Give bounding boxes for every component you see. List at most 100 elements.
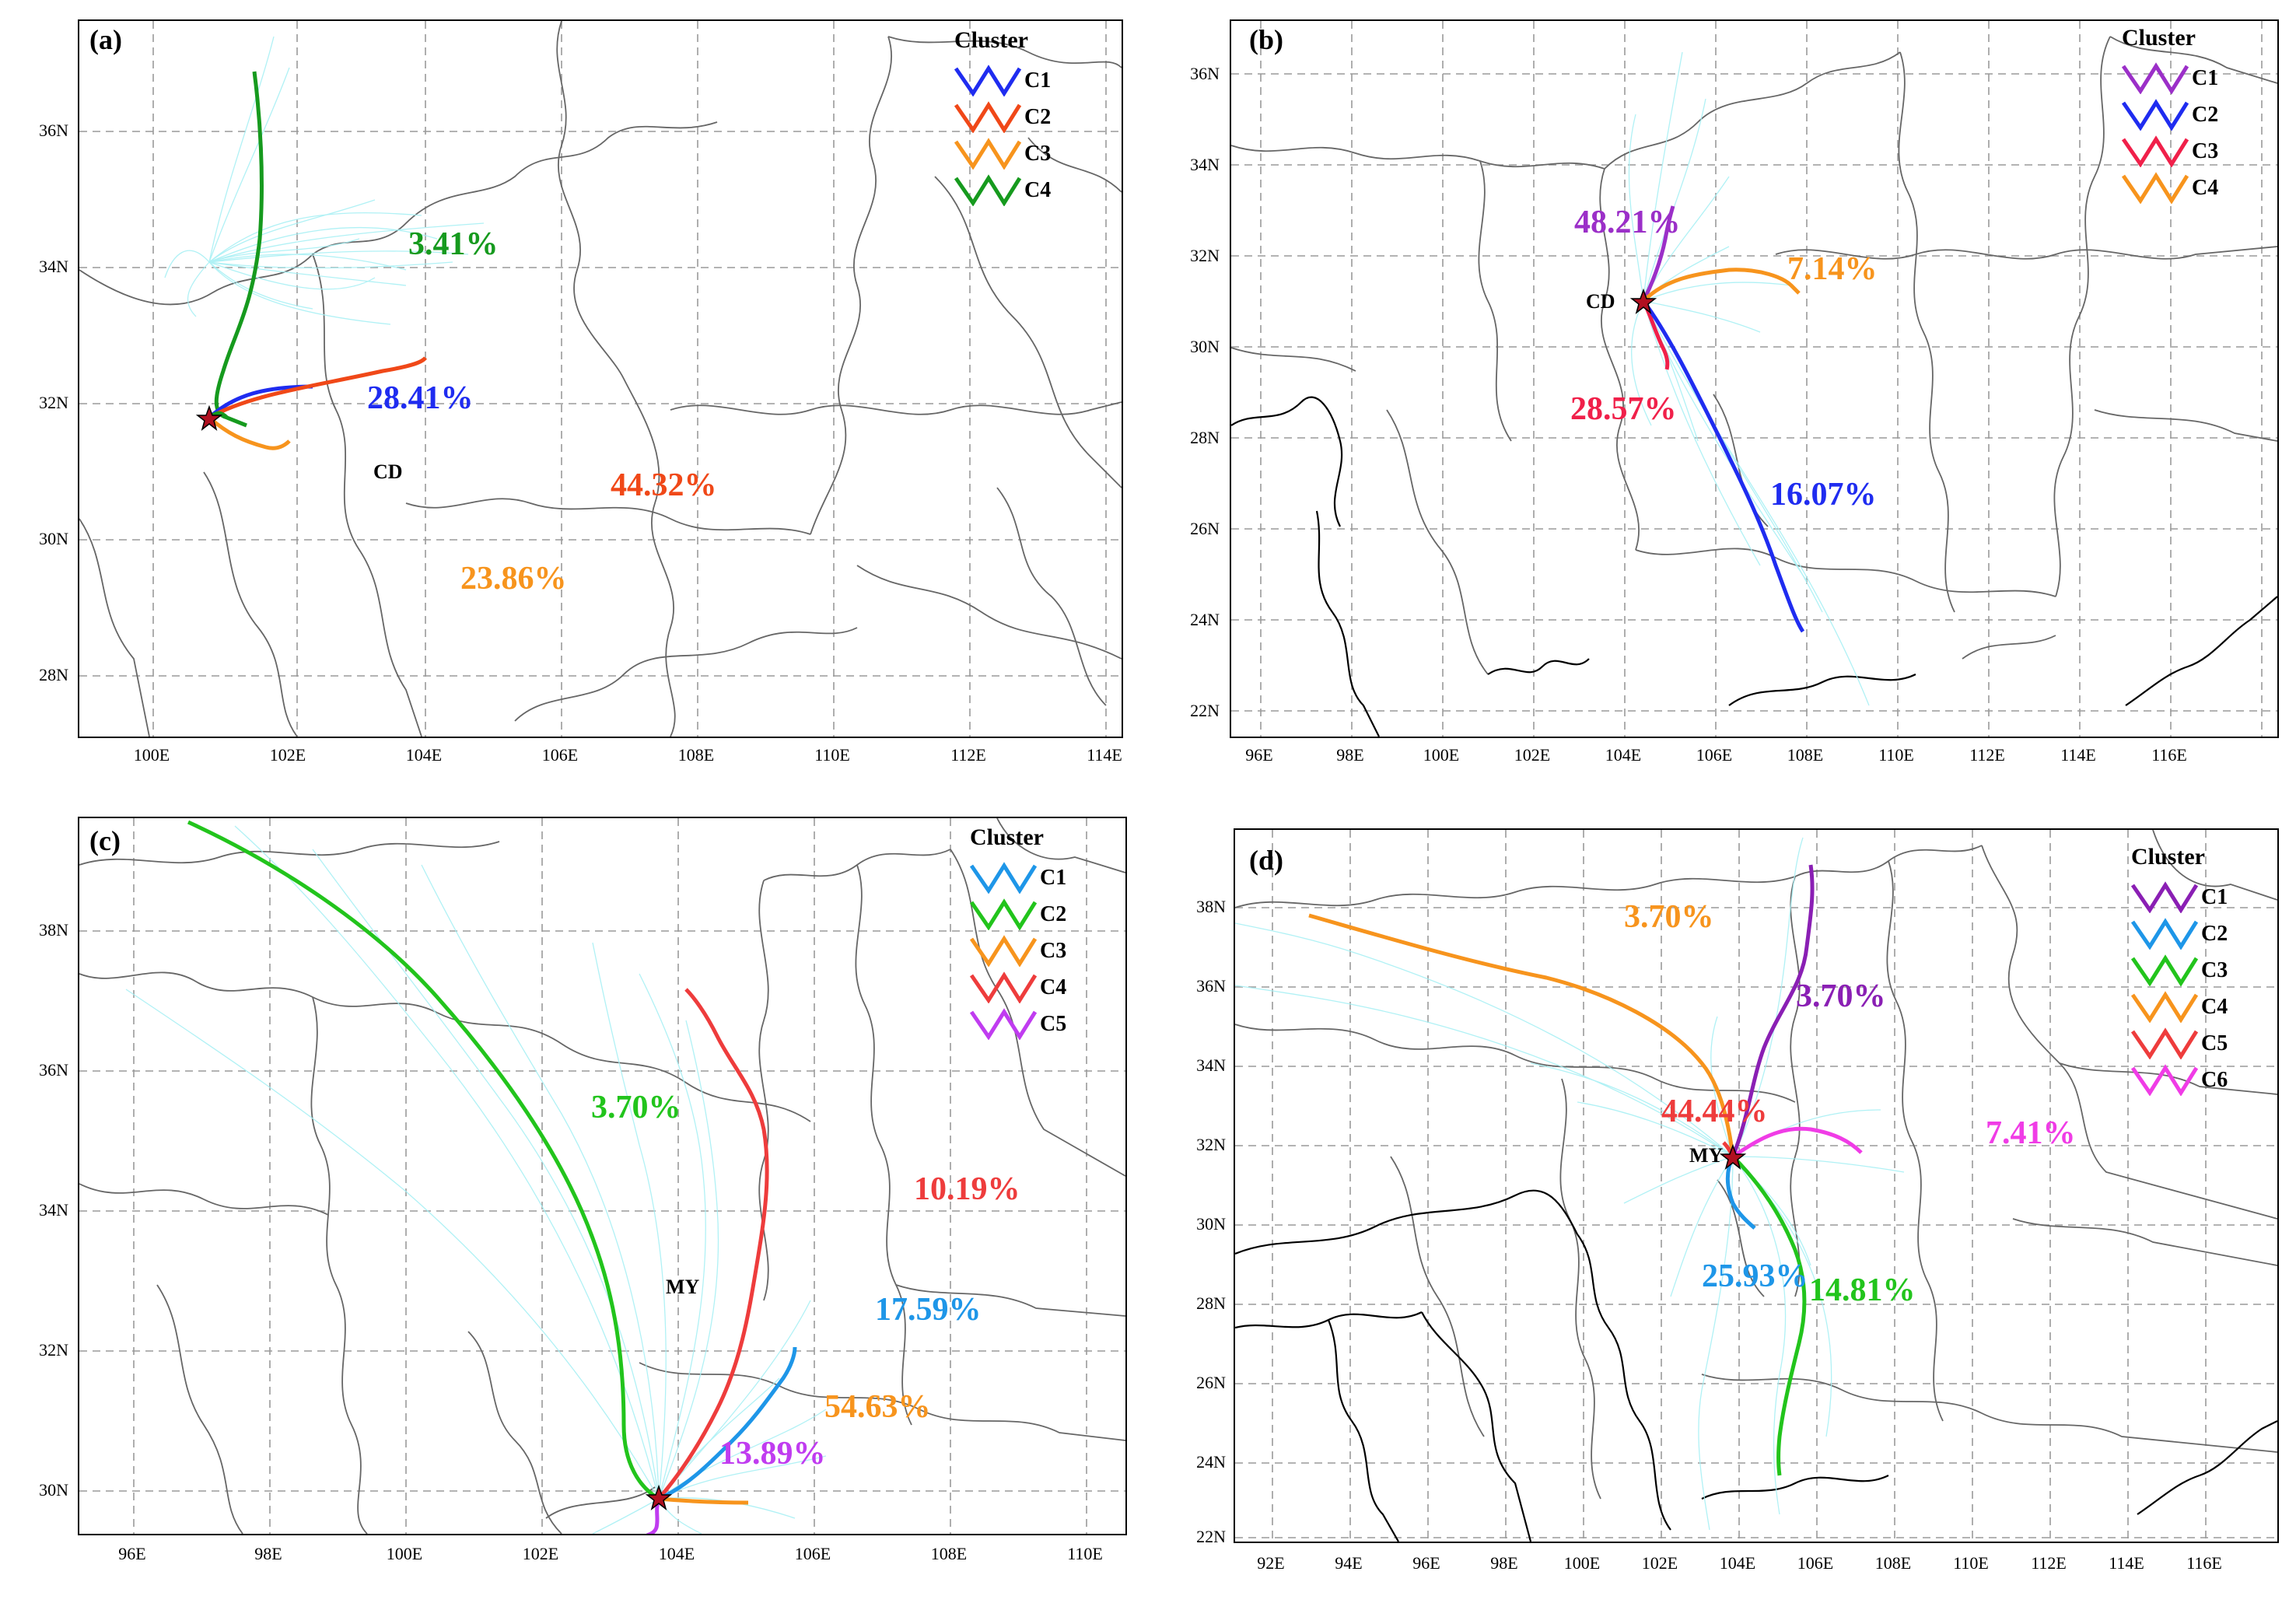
- lon-tick: 92E: [1257, 1553, 1285, 1573]
- panel-a: (a) CD 36N 34N 32N 30N 28N 100E 102E 104…: [0, 0, 1148, 778]
- cluster-line-b-c4: [1642, 268, 1801, 303]
- cluster-line-d-c3: [1731, 1155, 1807, 1476]
- lat-tick: 34N: [1190, 155, 1220, 174]
- legend-swatch: [954, 138, 1022, 170]
- lat-tick: 36N: [1190, 64, 1220, 83]
- cluster-percent-d-c3: 14.81%: [1809, 1272, 1916, 1308]
- legend-item-c-c3: C3: [968, 933, 1124, 967]
- lon-tick: 112E: [950, 745, 986, 765]
- cluster-percent-c-c1: 17.59%: [875, 1292, 982, 1328]
- legend-item-d-c1: C1: [2130, 879, 2285, 913]
- lon-tick: 104E: [1605, 745, 1642, 765]
- legend-title: Cluster: [2122, 25, 2196, 51]
- cluster-line-d-c2: [1725, 1155, 1756, 1230]
- legend-item-c-c4: C4: [968, 969, 1124, 1003]
- legend-swatch: [969, 862, 1038, 894]
- lat-tick: 34N: [39, 257, 68, 276]
- lon-tick: 96E: [1412, 1553, 1440, 1573]
- panel-c: (c) MY 38N 36N 34N 32N 30N 96E 98E 100E …: [0, 805, 1148, 1610]
- lon-tick: 106E: [794, 1544, 831, 1563]
- map-frame-c: [78, 817, 1127, 1535]
- all-trajectories-d: [1235, 837, 1905, 1531]
- legend-swatch: [954, 65, 1022, 96]
- graticule-c: [79, 818, 1125, 1534]
- lat-tick: 32N: [39, 1340, 68, 1360]
- legend-swatch: [2130, 991, 2199, 1023]
- lon-tick: 100E: [1563, 1553, 1601, 1573]
- graticule-a: [79, 21, 1122, 737]
- cluster-line-c-c1: [658, 1346, 797, 1501]
- legend-item-b-c2: C2: [2120, 96, 2276, 131]
- site-label-c: MY: [666, 1276, 700, 1298]
- lon-tick: 102E: [269, 745, 306, 765]
- lon-tick: 116E: [2186, 1553, 2222, 1573]
- lon-tick: 94E: [1335, 1553, 1363, 1573]
- site-star-a: [195, 404, 223, 431]
- cluster-percent-d-c1: 3.70%: [1796, 978, 1886, 1014]
- map-d: [1235, 830, 2277, 1542]
- map-a: [79, 21, 1122, 737]
- cluster-percent-b-c3: 28.57%: [1570, 391, 1677, 427]
- legend-item-c-c5: C5: [968, 1006, 1124, 1040]
- cluster-percent-c-c5: 13.89%: [719, 1436, 826, 1472]
- cluster-percent-b-c2: 16.07%: [1770, 477, 1877, 513]
- lat-tick: 36N: [1196, 976, 1226, 996]
- lon-tick: 98E: [1336, 745, 1364, 765]
- lon-tick: 110E: [1953, 1553, 1989, 1573]
- lon-tick: 114E: [2060, 745, 2096, 765]
- panel-label-d: (d): [1249, 845, 1283, 876]
- cluster-line-c-c3: [658, 1496, 749, 1505]
- panel-label-a: (a): [89, 24, 122, 55]
- lat-tick: 30N: [1196, 1214, 1226, 1234]
- lat-tick: 34N: [39, 1200, 68, 1220]
- legend-swatch: [2130, 954, 2199, 986]
- legend-swatch: [954, 174, 1022, 206]
- lat-tick: 32N: [1196, 1135, 1226, 1154]
- lat-tick: 24N: [1196, 1452, 1226, 1472]
- cluster-line-c-c5: [646, 1498, 661, 1534]
- lon-tick: 104E: [405, 745, 443, 765]
- cluster-percent-d-c6: 7.41%: [1986, 1115, 2076, 1151]
- panel-label-b: (b): [1249, 24, 1283, 55]
- legend-title: Cluster: [954, 27, 1028, 53]
- legend-item-d-c5: C5: [2130, 1025, 2285, 1059]
- lon-tick: 114E: [1087, 745, 1122, 765]
- cluster-percent-a-c4: 3.41%: [408, 226, 499, 262]
- site-label-a: CD: [373, 460, 403, 483]
- legend-label: C3: [2192, 139, 2219, 163]
- lat-tick: 28N: [39, 665, 68, 684]
- legend-item-d-c4: C4: [2130, 989, 2285, 1023]
- site-label-d: MY: [1689, 1144, 1724, 1167]
- legend-label: C2: [1024, 105, 1052, 129]
- legend-title: Cluster: [970, 824, 1044, 850]
- site-star-d: [1719, 1143, 1747, 1170]
- all-trajectories-b: [1628, 51, 1870, 706]
- cluster-percent-b-c4: 7.14%: [1787, 251, 1878, 287]
- lon-tick: 96E: [118, 1544, 146, 1563]
- lon-tick: 96E: [1245, 745, 1273, 765]
- legend-item-b-c3: C3: [2120, 133, 2276, 167]
- legend-swatch: [969, 898, 1038, 930]
- lat-tick: 22N: [1190, 701, 1220, 720]
- lon-tick: 100E: [386, 1544, 423, 1563]
- legend-label: C2: [2192, 103, 2219, 127]
- legend-label: C2: [1040, 902, 1067, 926]
- lon-tick: 110E: [814, 745, 850, 765]
- lat-tick: 38N: [39, 920, 68, 940]
- lat-tick: 22N: [1196, 1527, 1226, 1546]
- lon-tick: 104E: [658, 1544, 695, 1563]
- legend-label: C4: [1024, 178, 1052, 202]
- legend-title: Cluster: [2131, 844, 2205, 870]
- legend-swatch: [969, 971, 1038, 1003]
- legend-item-c-c1: C1: [968, 859, 1124, 894]
- lon-tick: 106E: [1797, 1553, 1834, 1573]
- legend-item-d-c3: C3: [2130, 952, 2285, 986]
- cluster-line-b-c3: [1641, 299, 1670, 370]
- cluster-percent-c-c2: 3.70%: [591, 1090, 681, 1125]
- legend-swatch: [2130, 1027, 2199, 1059]
- cluster-line-b-c2: [1641, 299, 1805, 633]
- lon-tick: 108E: [930, 1544, 968, 1563]
- legend-label: C4: [2201, 995, 2228, 1019]
- panel-b: (b) CD 36N 34N 32N 30N 28N 26N 24N 22N 9…: [1148, 0, 2296, 778]
- lat-tick: 34N: [1196, 1055, 1226, 1075]
